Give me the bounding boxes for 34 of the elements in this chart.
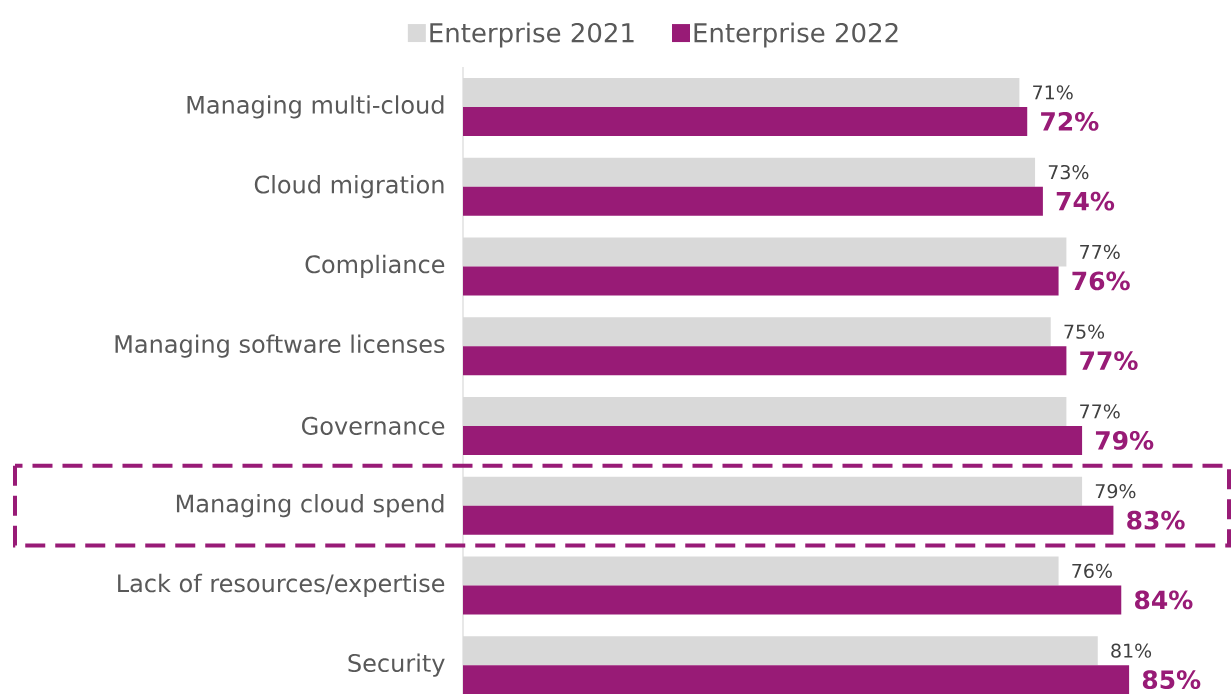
bar xyxy=(463,425,1083,455)
data-label: 75% xyxy=(1064,324,1105,339)
data-label: 72% xyxy=(1041,111,1099,131)
data-label: 79% xyxy=(1095,483,1136,499)
data-label: 76% xyxy=(1072,271,1130,291)
bar xyxy=(463,665,1130,694)
data-label: 81% xyxy=(1111,643,1152,658)
data-label: 77% xyxy=(1080,244,1120,260)
bar xyxy=(463,505,1114,535)
y-tick-label: Managing software licenses xyxy=(115,334,445,358)
y-tick-label: Managing multi-cloud xyxy=(187,95,444,119)
y-tick-label: Cloud migration xyxy=(254,175,444,199)
bar xyxy=(463,346,1067,376)
y-tick-label: Managing cloud spend xyxy=(176,494,444,518)
y-tick-label: Compliance xyxy=(305,254,445,279)
bar xyxy=(463,106,1028,136)
y-tick-label: Lack of resources/expertise xyxy=(118,573,445,598)
legend-label: Enterprise 2021 xyxy=(430,22,634,48)
data-label: 74% xyxy=(1056,191,1115,211)
data-label: 76% xyxy=(1072,563,1112,579)
data-label: 77% xyxy=(1080,404,1120,419)
data-label: 85% xyxy=(1142,670,1201,690)
y-tick-label: Security xyxy=(348,653,445,677)
y-tick-label: Governance xyxy=(302,416,445,435)
data-label: 77% xyxy=(1080,351,1138,371)
data-label: 83% xyxy=(1127,510,1185,530)
data-label: 71% xyxy=(1033,85,1073,100)
bar xyxy=(463,266,1059,296)
data-label: 79% xyxy=(1095,430,1154,450)
bar xyxy=(463,585,1122,615)
data-label: 84% xyxy=(1134,590,1193,610)
bar xyxy=(463,186,1043,216)
legend-label: Enterprise 2022 xyxy=(694,22,898,48)
data-label: 73% xyxy=(1048,164,1089,180)
